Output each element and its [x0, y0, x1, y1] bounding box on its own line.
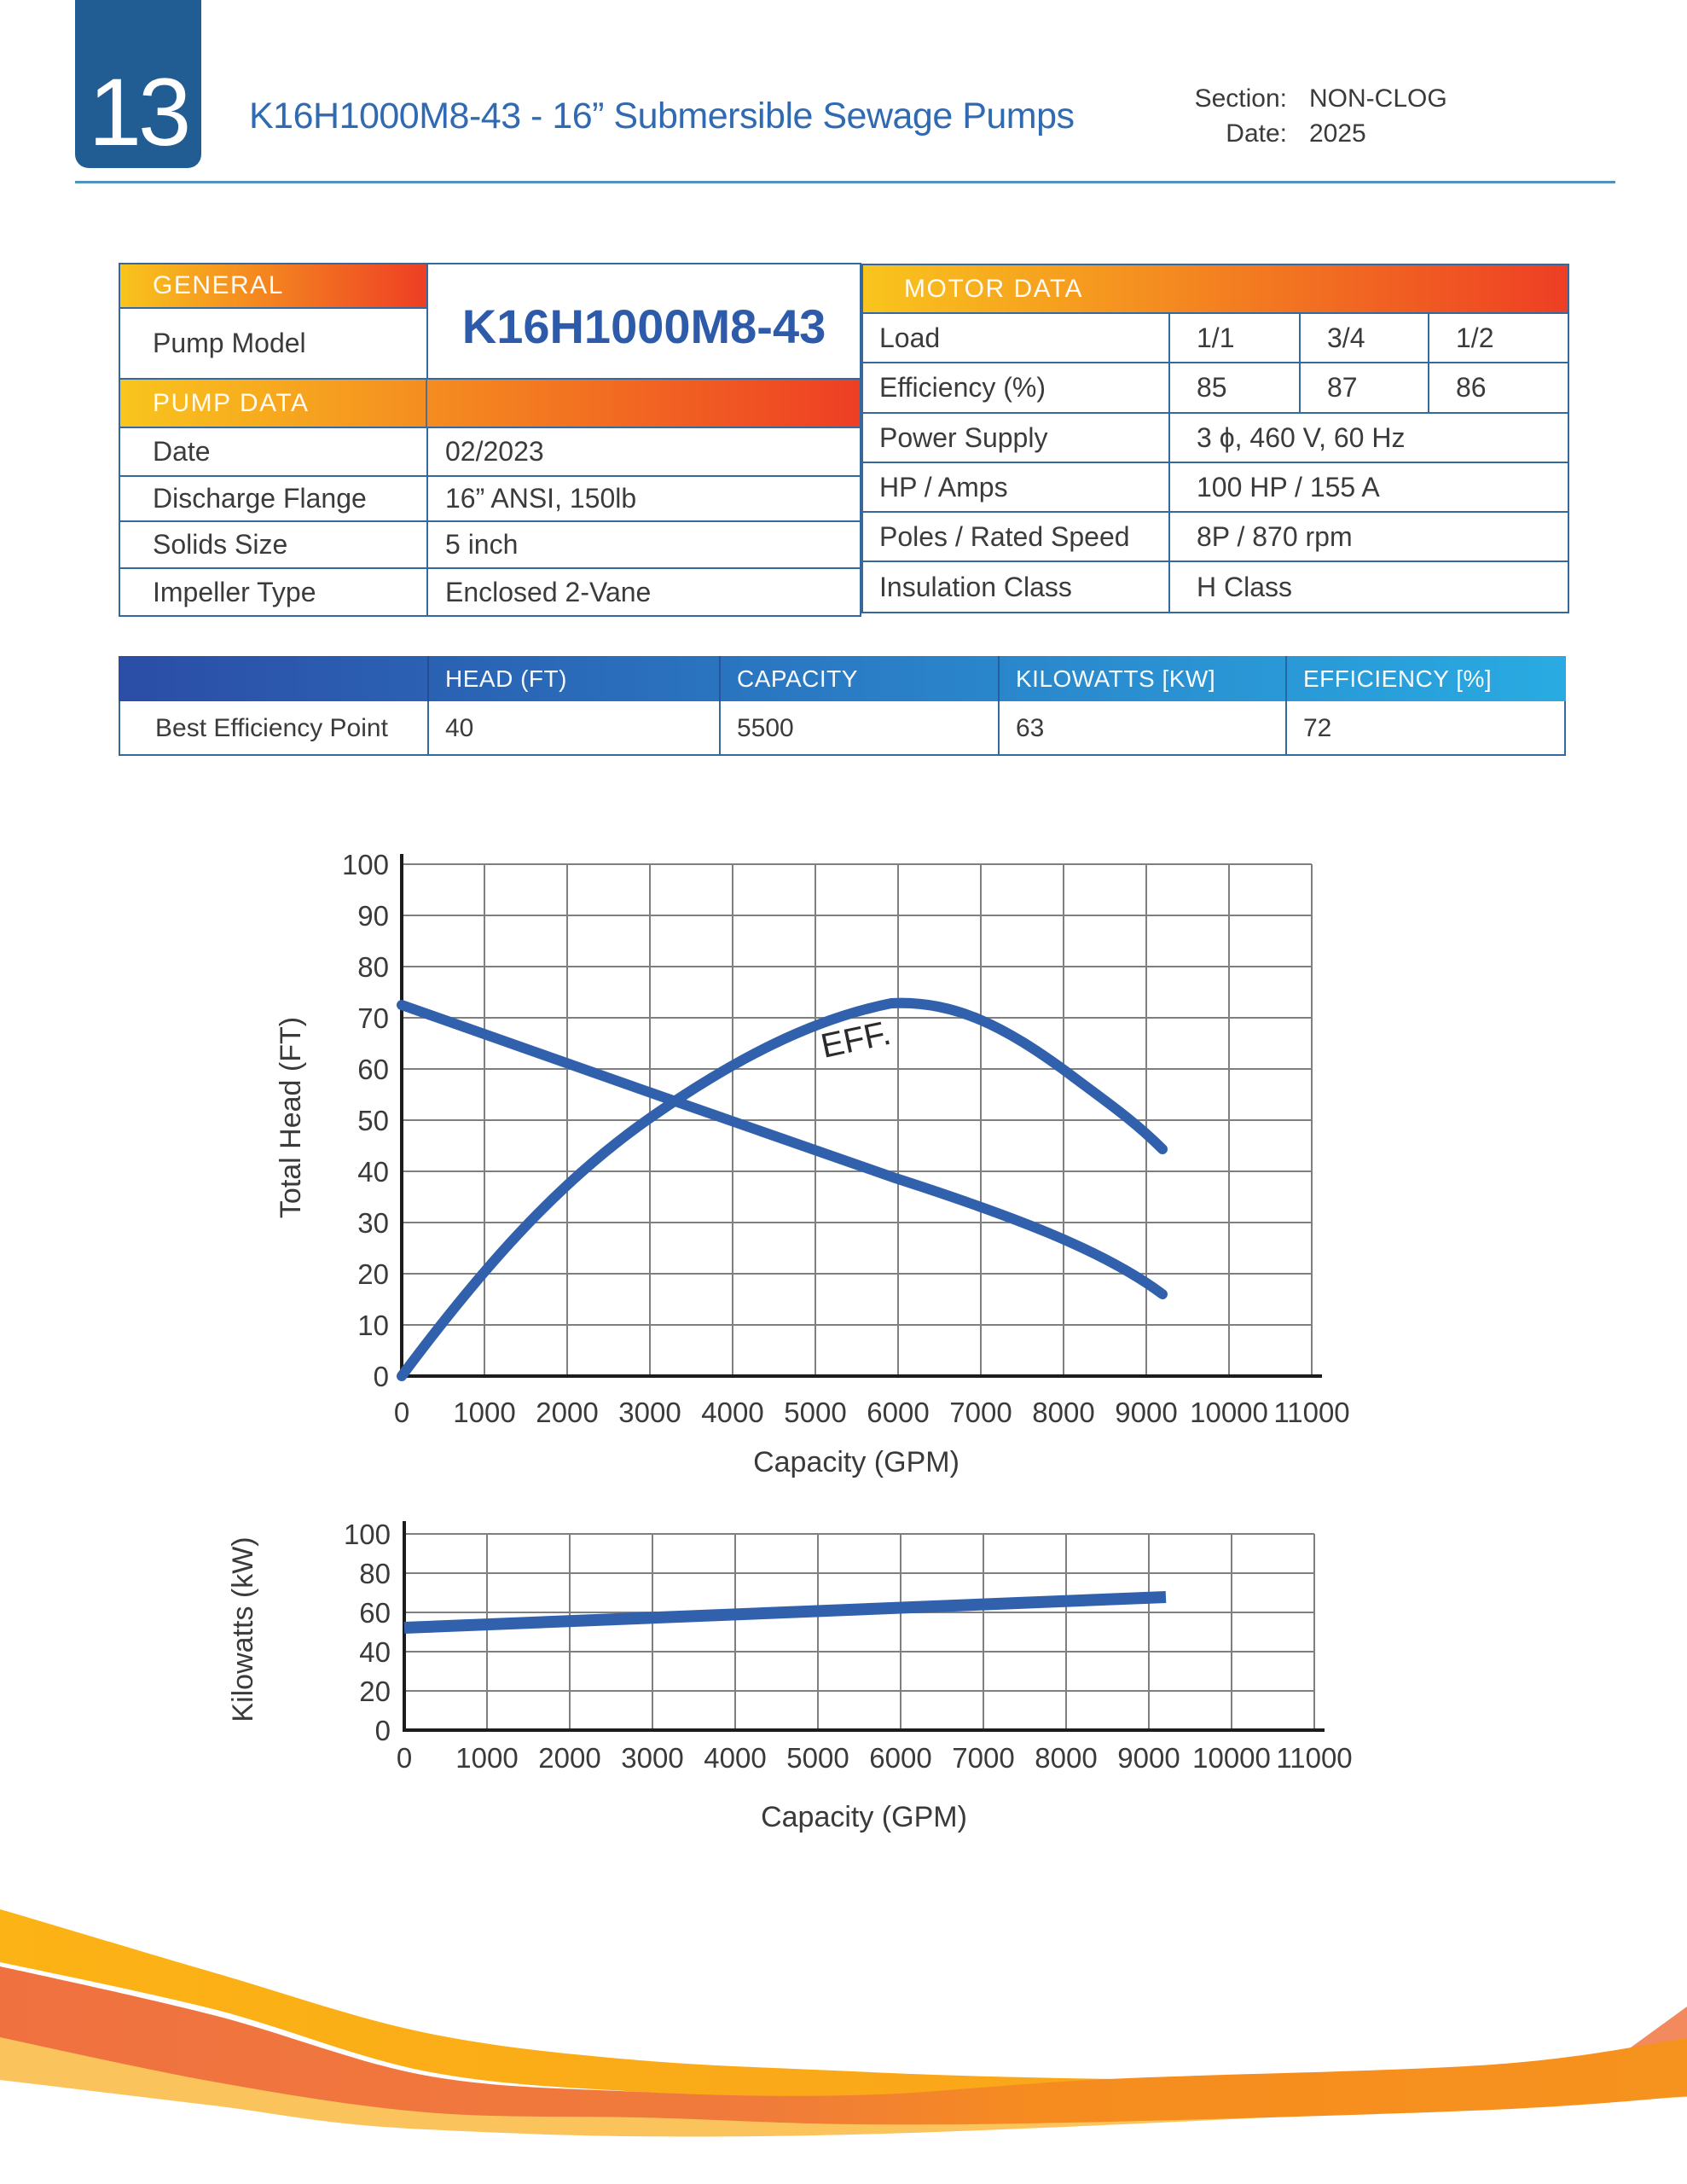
svg-text:9000: 9000: [1115, 1397, 1177, 1428]
svg-text:80: 80: [357, 951, 389, 983]
svg-text:8000: 8000: [1032, 1397, 1094, 1428]
svg-text:7000: 7000: [949, 1397, 1012, 1428]
svg-text:10: 10: [357, 1310, 389, 1341]
svg-text:60: 60: [357, 1054, 389, 1085]
svg-text:11000: 11000: [1276, 1742, 1352, 1774]
svg-text:100: 100: [342, 849, 389, 880]
svg-text:1000: 1000: [453, 1397, 515, 1428]
svg-text:Kilowatts (kW): Kilowatts (kW): [227, 1536, 259, 1722]
svg-text:0: 0: [394, 1397, 409, 1428]
svg-text:Total Head (FT): Total Head (FT): [275, 1017, 307, 1218]
svg-text:70: 70: [357, 1002, 389, 1034]
svg-text:0: 0: [375, 1715, 391, 1746]
svg-text:11000: 11000: [1273, 1397, 1349, 1428]
svg-text:7000: 7000: [952, 1742, 1014, 1774]
svg-text:Capacity (GPM): Capacity (GPM): [761, 1801, 967, 1833]
svg-text:5000: 5000: [784, 1397, 846, 1428]
svg-text:10000: 10000: [1190, 1397, 1268, 1428]
svg-text:3000: 3000: [621, 1742, 683, 1774]
svg-text:30: 30: [357, 1207, 389, 1239]
svg-text:Capacity (GPM): Capacity (GPM): [753, 1446, 959, 1478]
svg-text:4000: 4000: [701, 1397, 763, 1428]
svg-text:0: 0: [397, 1742, 412, 1774]
svg-text:40: 40: [359, 1636, 391, 1668]
svg-text:40: 40: [357, 1156, 389, 1188]
svg-text:20: 20: [357, 1258, 389, 1290]
svg-text:80: 80: [359, 1558, 391, 1589]
svg-text:3000: 3000: [618, 1397, 681, 1428]
svg-text:4000: 4000: [704, 1742, 766, 1774]
svg-text:90: 90: [357, 900, 389, 932]
svg-text:9000: 9000: [1117, 1742, 1180, 1774]
svg-text:0: 0: [374, 1361, 389, 1392]
svg-text:60: 60: [359, 1597, 391, 1629]
svg-text:1000: 1000: [455, 1742, 518, 1774]
svg-text:2000: 2000: [538, 1742, 600, 1774]
svg-text:6000: 6000: [869, 1742, 931, 1774]
svg-text:8000: 8000: [1035, 1742, 1097, 1774]
svg-text:10000: 10000: [1192, 1742, 1271, 1774]
svg-text:6000: 6000: [867, 1397, 929, 1428]
svg-text:20: 20: [359, 1676, 391, 1707]
svg-text:100: 100: [344, 1519, 391, 1550]
svg-text:50: 50: [357, 1105, 389, 1136]
svg-text:5000: 5000: [786, 1742, 849, 1774]
svg-text:2000: 2000: [536, 1397, 598, 1428]
